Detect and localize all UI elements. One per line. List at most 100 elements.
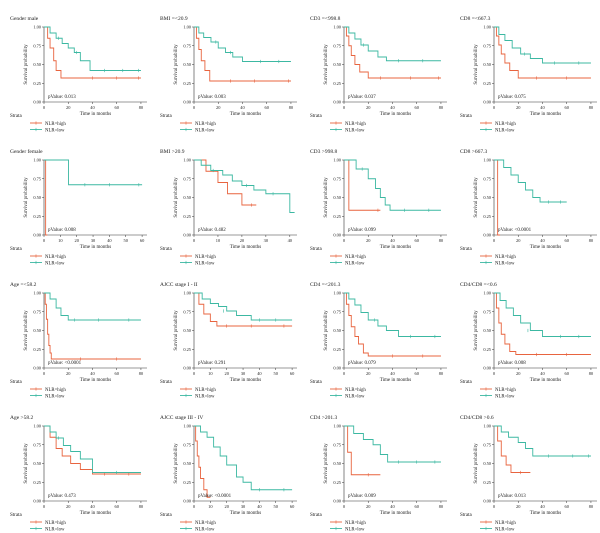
- legend-label-low: NLR=low: [345, 262, 365, 267]
- x-tick-label: 50: [124, 238, 129, 243]
- x-tick-label: 60: [415, 105, 420, 110]
- x-tick-label: 60: [415, 504, 420, 509]
- legend-strata-label: Strata: [460, 513, 472, 518]
- survival-curve-nlr-low: [194, 425, 293, 491]
- y-tick-label: 0.75: [333, 442, 341, 447]
- x-axis-label: Time in months: [230, 511, 262, 516]
- y-axis-label: Survival probability: [324, 177, 329, 218]
- y-tick-label: 0.00: [33, 100, 41, 105]
- x-axis-label: Time in months: [80, 245, 112, 250]
- legend-label-low: NLR=low: [345, 528, 365, 533]
- x-axis-label: Time in months: [80, 378, 112, 383]
- survival-curve-nlr-high: [44, 425, 141, 475]
- x-tick-label: 20: [66, 371, 71, 376]
- y-axis-label: Survival probability: [324, 44, 329, 85]
- y-tick-label: 0.75: [183, 309, 191, 314]
- legend-label-high: NLR=high: [45, 388, 66, 393]
- y-tick-label: 0.00: [333, 100, 341, 105]
- survival-curve-nlr-high: [494, 159, 501, 236]
- x-tick-label: 20: [225, 371, 230, 376]
- y-tick-label: 0.00: [483, 233, 491, 238]
- legend-strata-label: Strata: [160, 380, 172, 385]
- y-tick-label: 0.25: [483, 347, 491, 352]
- survival-curve-nlr-low: [494, 292, 591, 337]
- survival-curve-nlr-high: [44, 292, 141, 360]
- p-value-label: pValue: 0.037: [348, 95, 376, 100]
- legend-label-low: NLR=low: [495, 262, 515, 267]
- survival-curve-nlr-high: [194, 26, 291, 82]
- legend-label-low: NLR=low: [195, 528, 215, 533]
- x-axis-label: Time in months: [80, 112, 112, 117]
- p-value-label: pValue: <0.0001: [198, 494, 232, 499]
- x-axis-label: Time in months: [80, 511, 112, 516]
- y-tick-label: 0.50: [483, 461, 491, 466]
- survival-curve-nlr-low: [44, 26, 141, 71]
- x-tick-label: 10: [208, 504, 213, 509]
- p-value-label: pValue: 0.003: [198, 95, 226, 100]
- x-tick-label: 60: [565, 371, 570, 376]
- y-tick-label: 0.25: [183, 81, 191, 86]
- panel-title: Age =<58.2: [10, 282, 37, 288]
- panel-title: BMI =<20.9: [160, 16, 188, 22]
- x-tick-label: 40: [90, 504, 95, 509]
- legend-label-high: NLR=high: [495, 255, 516, 260]
- km-panel-1: Gender male 0.00 0.25 0.50 0.75 1.00 0 20 40 60 80…: [10, 16, 147, 134]
- y-axis-label: Survival probability: [474, 310, 479, 351]
- x-tick-label: 10: [216, 238, 221, 243]
- x-axis-label: Time in months: [230, 378, 262, 383]
- x-tick-label: 0: [43, 504, 46, 509]
- y-tick-label: 0.25: [33, 347, 41, 352]
- y-tick-label: 0.50: [33, 62, 41, 67]
- y-tick-label: 0.25: [183, 347, 191, 352]
- y-tick-label: 0.75: [183, 442, 191, 447]
- legend-strata-label: Strata: [460, 114, 472, 119]
- legend-label-high: NLR=high: [45, 255, 66, 260]
- y-axis-label: Survival probability: [324, 310, 329, 351]
- x-tick-label: 50: [274, 504, 279, 509]
- legend-label-high: NLR=high: [345, 122, 366, 127]
- x-tick-label: 0: [43, 238, 46, 243]
- x-tick-label: 60: [115, 371, 120, 376]
- x-tick-label: 0: [343, 504, 346, 509]
- y-tick-label: 0.25: [33, 81, 41, 86]
- panel-title: AJCC stage III - IV: [160, 415, 203, 421]
- x-tick-label: 20: [366, 238, 371, 243]
- y-tick-label: 1.00: [33, 25, 41, 30]
- p-value-label: pValue: 0.013: [48, 95, 76, 100]
- y-tick-label: 1.00: [183, 158, 191, 163]
- x-axis-label: Time in months: [380, 378, 412, 383]
- x-tick-label: 80: [589, 504, 594, 509]
- survival-curve-nlr-low: [194, 26, 291, 62]
- panel-title: CD8 >667.3: [460, 149, 487, 155]
- x-tick-label: 20: [66, 105, 71, 110]
- legend-label-high: NLR=high: [345, 255, 366, 260]
- x-tick-label: 80: [589, 238, 594, 243]
- y-tick-label: 0.25: [333, 347, 341, 352]
- survival-curve-nlr-high: [494, 292, 591, 355]
- x-tick-label: 30: [91, 238, 96, 243]
- legend-label-low: NLR=low: [345, 395, 365, 400]
- legend-strata-label: Strata: [460, 247, 472, 252]
- survival-curve-nlr-low: [344, 425, 441, 463]
- x-tick-label: 60: [290, 504, 295, 509]
- x-tick-label: 0: [493, 504, 496, 509]
- legend-label-high: NLR=high: [495, 388, 516, 393]
- x-tick-label: 0: [343, 238, 346, 243]
- legend-label-high: NLR=high: [45, 521, 66, 526]
- survival-curve-nlr-low: [44, 292, 141, 321]
- x-tick-label: 20: [516, 504, 521, 509]
- x-tick-label: 30: [264, 238, 269, 243]
- x-axis-label: Time in months: [380, 245, 412, 250]
- x-tick-label: 80: [139, 105, 144, 110]
- x-tick-label: 50: [274, 371, 279, 376]
- y-tick-label: 1.00: [183, 291, 191, 296]
- legend-label-low: NLR=low: [495, 528, 515, 533]
- p-value-label: pValue: 0.079: [348, 361, 376, 366]
- panel-title: CD4 =<201.3: [310, 282, 341, 288]
- y-axis-label: Survival probability: [24, 310, 29, 351]
- y-tick-label: 0.50: [483, 195, 491, 200]
- y-tick-label: 0.00: [333, 366, 341, 371]
- x-axis-label: Time in months: [230, 112, 262, 117]
- km-panel-3: CD3 =<998.8 0.00 0.25 0.50 0.75 1.00 0 20 40 60 80…: [310, 16, 447, 134]
- km-panel-16: CD4/CD8 >0.6 0.00 0.25 0.50 0.75 1.00 0 20 40 60 8…: [460, 415, 597, 533]
